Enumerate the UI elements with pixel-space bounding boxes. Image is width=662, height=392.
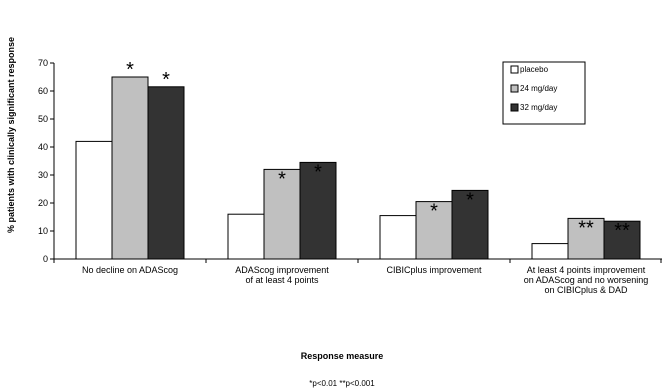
x-axis-title: Response measure — [301, 351, 384, 361]
bar — [111, 76, 149, 260]
y-tick-label: 50 — [38, 114, 48, 124]
bar — [147, 86, 185, 260]
legend-swatch — [510, 84, 519, 93]
category-label: At least 4 points improvement — [527, 265, 646, 275]
bar — [567, 217, 605, 260]
y-tick-label: 40 — [38, 142, 48, 152]
legend-label: 24 mg/day — [520, 84, 557, 93]
y-tick-label: 10 — [38, 226, 48, 236]
significance-marker: * — [278, 168, 286, 190]
y-tick-label: 30 — [38, 170, 48, 180]
y-tick-label: 20 — [38, 198, 48, 208]
significance-marker: * — [162, 69, 170, 91]
bars: * ** ***** ** — [75, 59, 641, 260]
bar — [263, 168, 301, 260]
legend: placebo 24 mg/day 32 mg/day — [502, 61, 586, 125]
y-axis-title: % patients with clinically significant r… — [6, 37, 16, 233]
bar — [75, 140, 113, 260]
significance-marker: * — [430, 201, 438, 223]
bar — [379, 215, 417, 260]
category-label: of at least 4 points — [245, 275, 319, 285]
significance-marker: ** — [578, 217, 594, 239]
legend-label: 32 mg/day — [520, 103, 557, 112]
bar — [603, 220, 641, 260]
bar — [531, 243, 569, 260]
category-label: on CIBICplus & DAD — [544, 285, 628, 295]
significance-marker: * — [126, 59, 134, 81]
bar — [227, 213, 265, 260]
category-label: CIBICplus improvement — [386, 265, 482, 275]
legend-label: placebo — [520, 65, 549, 74]
significance-marker: * — [314, 161, 322, 183]
y-tick-label: 60 — [38, 86, 48, 96]
legend-swatch — [510, 103, 519, 112]
significance-marker: * — [466, 189, 474, 211]
y-tick-label: 70 — [38, 58, 48, 68]
category-label: on ADAScog and no worsening — [524, 275, 649, 285]
significance-footnote: *p<0.01 **p<0.001 — [309, 379, 375, 388]
category-label: No decline on ADAScog — [82, 265, 178, 275]
legend-swatch — [510, 65, 519, 74]
bar — [415, 201, 453, 260]
bar — [451, 189, 489, 260]
y-tick-label: 0 — [43, 254, 48, 264]
bar — [299, 161, 337, 260]
significance-marker: ** — [614, 220, 630, 242]
category-label: ADAScog improvement — [235, 265, 329, 275]
